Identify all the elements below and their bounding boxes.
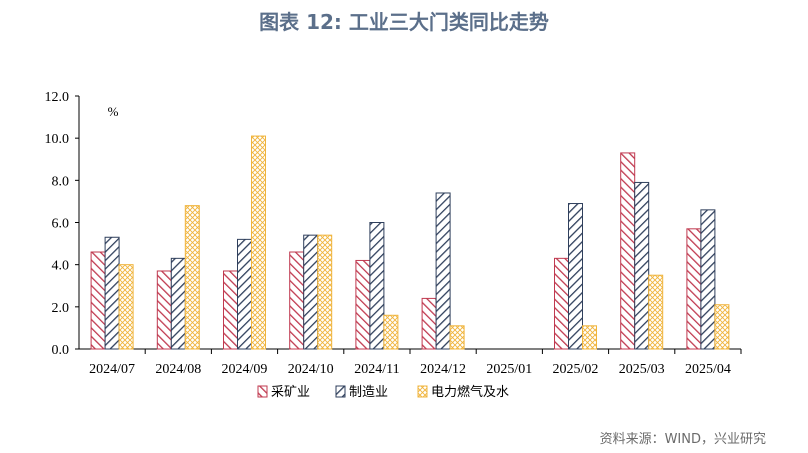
bar-utilities [714, 304, 730, 350]
bar-manufacturing [369, 222, 385, 350]
bar-utilities [648, 274, 664, 350]
bars-group [90, 135, 730, 350]
bar-manufacturing [700, 209, 716, 350]
bar-mining [620, 152, 636, 350]
bar-mining [686, 228, 702, 350]
x-tick-label: 2025/01 [486, 362, 532, 377]
y-tick-labels: 0.0 2.0 4.0 6.0 8.0 10.0 12.0 [45, 90, 70, 358]
bar-utilities [449, 325, 465, 350]
bar-manufacturing [303, 234, 319, 350]
x-tick-label: 2024/11 [354, 362, 399, 377]
bar-manufacturing [237, 238, 252, 350]
y-tick-label: 10.0 [45, 132, 70, 147]
bar-mining [156, 270, 172, 350]
unit-label: % [108, 104, 119, 119]
bar-utilities [118, 264, 134, 350]
y-tick-label: 0.0 [52, 343, 70, 358]
source-note: 资料来源：WIND，兴业研究 [599, 432, 766, 447]
x-tick-label: 2024/07 [89, 362, 135, 377]
bar-mining [90, 251, 106, 350]
y-tick-label: 2.0 [52, 301, 70, 316]
bar-utilities [317, 234, 333, 350]
x-tick-labels: 2024/07 2024/08 2024/09 2024/10 2024/11 2024/… [89, 362, 731, 377]
legend-label: 电力燃气及水 [431, 384, 509, 400]
bar-manufacturing [170, 257, 186, 350]
bar-manufacturing [634, 181, 650, 350]
bar-utilities [184, 205, 200, 350]
y-tick-label: 8.0 [52, 174, 70, 189]
legend-label: 采矿业 [271, 385, 310, 400]
x-tick-label: 2025/04 [685, 362, 731, 377]
x-tick-label: 2024/12 [420, 362, 466, 377]
x-tick-label: 2024/09 [222, 362, 268, 377]
chart-title: 图表 12: 工业三大门类同比走势 [259, 10, 549, 34]
bar-manufacturing [104, 236, 120, 350]
bar-manufacturing [568, 203, 583, 350]
x-tick-label: 2025/02 [553, 362, 599, 377]
legend: 采矿业 制造业 电力燃气及水 [257, 384, 509, 400]
y-tick-label: 12.0 [45, 90, 70, 105]
y-tick-label: 4.0 [52, 259, 70, 274]
bar-utilities [383, 314, 399, 350]
y-tick-label: 6.0 [52, 217, 70, 232]
bar-mining [223, 270, 238, 350]
bar-manufacturing [435, 192, 451, 350]
bar-mining [421, 297, 437, 350]
legend-swatch [417, 385, 428, 398]
x-tick-label: 2024/08 [155, 362, 201, 377]
legend-label: 制造业 [349, 385, 388, 400]
bar-mining [289, 251, 305, 350]
bar-mining [554, 257, 569, 350]
x-tick-label: 2024/10 [288, 362, 334, 377]
bar-mining [355, 259, 371, 350]
bar-utilities [582, 325, 597, 350]
legend-swatch [257, 385, 268, 398]
bar-utilities [251, 135, 266, 350]
x-tick-label: 2025/03 [619, 362, 665, 377]
legend-swatch [335, 385, 346, 398]
